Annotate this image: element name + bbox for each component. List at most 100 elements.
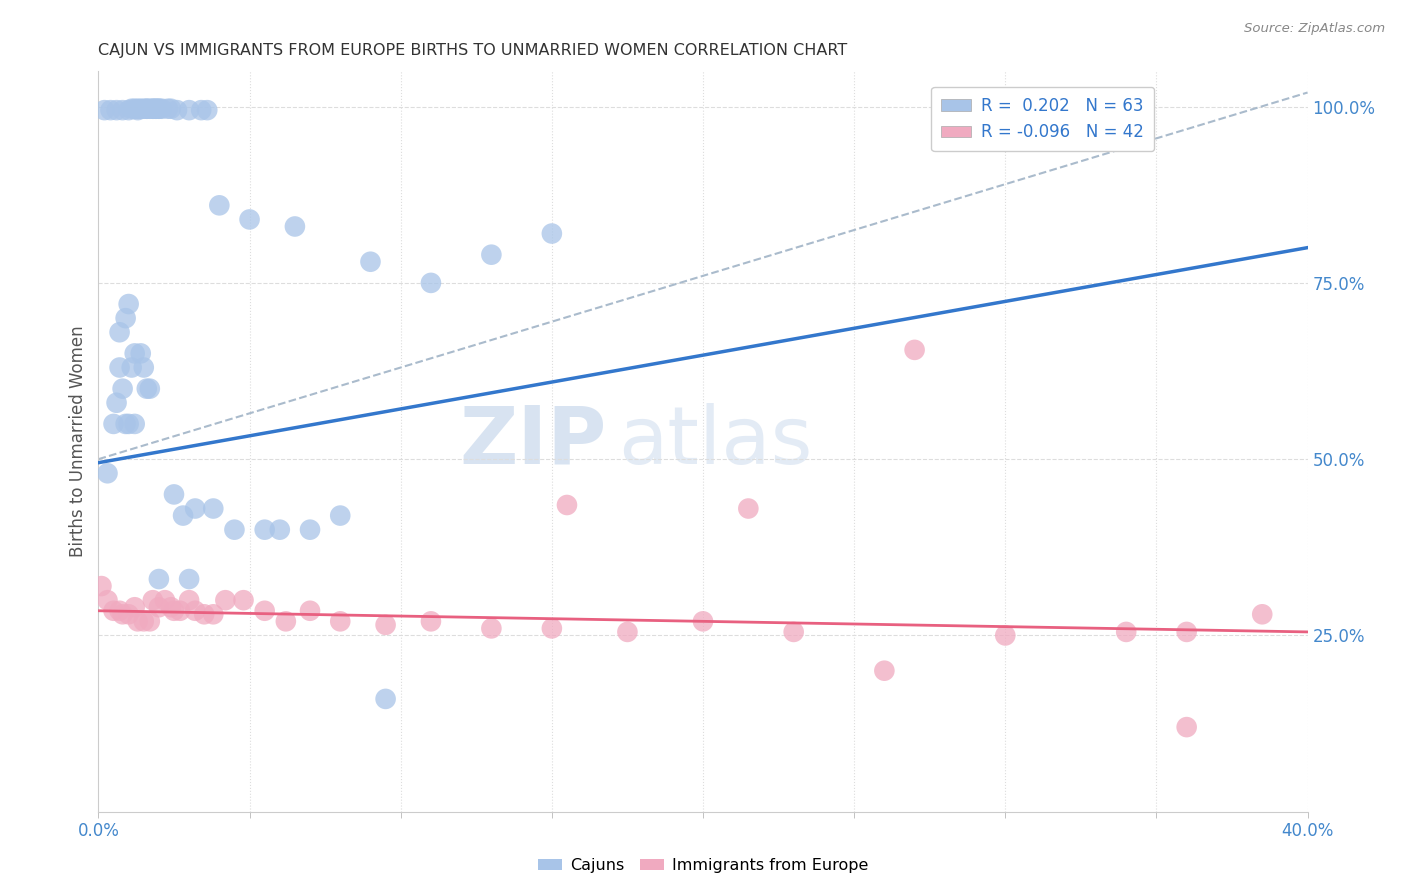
Point bbox=[160, 102, 183, 116]
Point bbox=[114, 417, 136, 431]
Point bbox=[118, 417, 141, 431]
Point bbox=[148, 572, 170, 586]
Point bbox=[148, 102, 170, 116]
Point bbox=[692, 615, 714, 629]
Point bbox=[124, 417, 146, 431]
Point bbox=[1115, 624, 1137, 639]
Point bbox=[142, 593, 165, 607]
Point bbox=[132, 360, 155, 375]
Point bbox=[166, 103, 188, 117]
Point bbox=[616, 624, 638, 639]
Point bbox=[108, 604, 131, 618]
Point bbox=[114, 311, 136, 326]
Point bbox=[253, 604, 276, 618]
Point bbox=[374, 618, 396, 632]
Point bbox=[103, 417, 125, 431]
Point bbox=[360, 254, 382, 268]
Point bbox=[374, 692, 396, 706]
Legend: R =  0.202   N = 63, R = -0.096   N = 42: R = 0.202 N = 63, R = -0.096 N = 42 bbox=[931, 87, 1154, 152]
Point bbox=[179, 593, 201, 607]
Point bbox=[135, 102, 157, 116]
Point bbox=[129, 346, 152, 360]
Point bbox=[132, 615, 155, 629]
Point bbox=[124, 346, 146, 360]
Point bbox=[481, 621, 503, 635]
Point bbox=[124, 600, 146, 615]
Point bbox=[1251, 607, 1274, 622]
Point bbox=[108, 360, 131, 375]
Point bbox=[118, 297, 141, 311]
Point bbox=[124, 102, 146, 116]
Point bbox=[904, 343, 927, 357]
Point bbox=[129, 102, 152, 116]
Point bbox=[299, 523, 322, 537]
Point bbox=[195, 103, 218, 117]
Point bbox=[994, 628, 1017, 642]
Point bbox=[202, 501, 225, 516]
Point bbox=[214, 593, 236, 607]
Point bbox=[208, 198, 231, 212]
Point bbox=[284, 219, 307, 234]
Point bbox=[329, 508, 352, 523]
Point bbox=[127, 103, 149, 117]
Point bbox=[193, 607, 215, 622]
Point bbox=[100, 103, 122, 117]
Point bbox=[184, 604, 207, 618]
Point bbox=[160, 600, 183, 615]
Point bbox=[269, 523, 291, 537]
Point bbox=[142, 102, 165, 116]
Point bbox=[118, 607, 141, 622]
Point bbox=[163, 604, 186, 618]
Point bbox=[148, 102, 170, 116]
Text: Source: ZipAtlas.com: Source: ZipAtlas.com bbox=[1244, 22, 1385, 36]
Point bbox=[145, 102, 167, 116]
Point bbox=[555, 498, 578, 512]
Point bbox=[329, 615, 352, 629]
Point bbox=[179, 103, 201, 117]
Point bbox=[163, 487, 186, 501]
Point bbox=[111, 103, 134, 117]
Point bbox=[121, 102, 143, 116]
Point bbox=[239, 212, 262, 227]
Point bbox=[96, 593, 118, 607]
Point bbox=[172, 508, 194, 523]
Point bbox=[737, 501, 759, 516]
Text: CAJUN VS IMMIGRANTS FROM EUROPE BIRTHS TO UNMARRIED WOMEN CORRELATION CHART: CAJUN VS IMMIGRANTS FROM EUROPE BIRTHS T… bbox=[98, 43, 848, 58]
Point bbox=[783, 624, 806, 639]
Point bbox=[253, 523, 276, 537]
Point bbox=[169, 604, 191, 618]
Point bbox=[274, 615, 297, 629]
Point bbox=[184, 501, 207, 516]
Point bbox=[179, 572, 201, 586]
Point bbox=[127, 615, 149, 629]
Point bbox=[420, 276, 443, 290]
Point bbox=[1175, 720, 1198, 734]
Point bbox=[108, 325, 131, 339]
Point bbox=[540, 227, 562, 241]
Text: ZIP: ZIP bbox=[458, 402, 606, 481]
Point bbox=[232, 593, 254, 607]
Text: atlas: atlas bbox=[619, 402, 813, 481]
Point bbox=[1175, 624, 1198, 639]
Point bbox=[103, 604, 125, 618]
Point bbox=[135, 102, 157, 116]
Point bbox=[139, 615, 162, 629]
Point bbox=[139, 102, 162, 116]
Point bbox=[118, 103, 141, 117]
Point bbox=[111, 382, 134, 396]
Point bbox=[142, 102, 165, 116]
Point bbox=[105, 396, 128, 410]
Legend: Cajuns, Immigrants from Europe: Cajuns, Immigrants from Europe bbox=[531, 852, 875, 880]
Point bbox=[93, 103, 115, 117]
Point bbox=[873, 664, 896, 678]
Point bbox=[420, 615, 443, 629]
Point bbox=[135, 382, 157, 396]
Point bbox=[153, 593, 176, 607]
Point bbox=[111, 607, 134, 622]
Point bbox=[540, 621, 562, 635]
Point bbox=[139, 382, 162, 396]
Point bbox=[121, 360, 143, 375]
Point bbox=[145, 102, 167, 116]
Point bbox=[202, 607, 225, 622]
Point bbox=[105, 103, 128, 117]
